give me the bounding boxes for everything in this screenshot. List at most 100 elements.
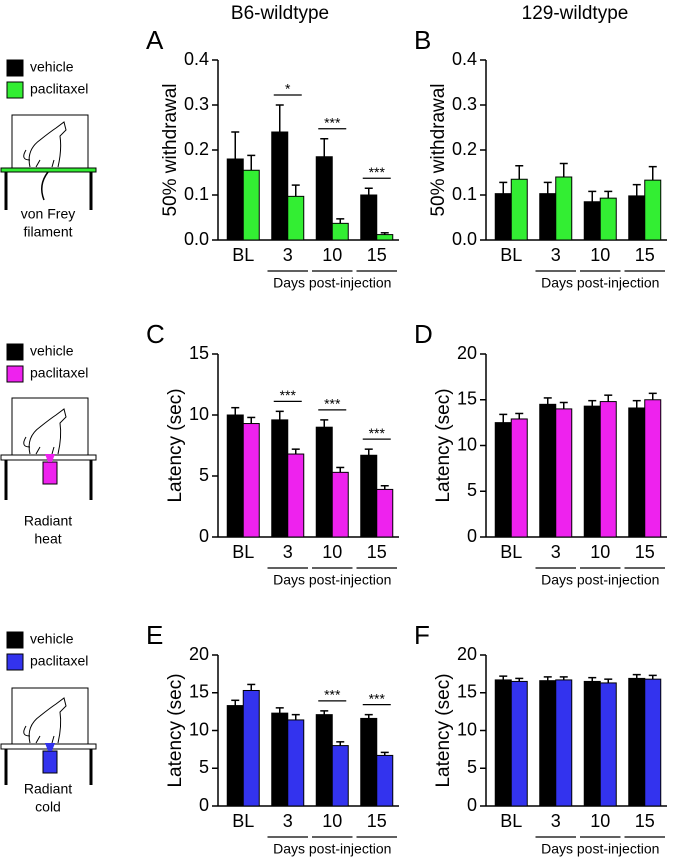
bar (315, 426, 333, 538)
stimulus-label: filament (23, 224, 72, 240)
x-tick-label: 3 (551, 542, 561, 562)
y-tick-label: 15 (457, 389, 477, 409)
x-tick-label: 15 (635, 811, 655, 831)
y-axis-label: Latency (sec) (433, 673, 454, 787)
bar (583, 201, 601, 241)
x-tick-label: 3 (551, 245, 561, 265)
bar (494, 679, 512, 807)
bar (315, 156, 333, 241)
legend-swatch (6, 631, 24, 649)
x-tick-label: 10 (590, 245, 610, 265)
y-tick-label: 0 (199, 526, 209, 546)
x-axis-label: Days post-injection (541, 572, 659, 588)
panel-label: E (146, 620, 163, 650)
y-axis-label: Latency (sec) (165, 673, 186, 787)
y-tick-label: 0.3 (184, 94, 209, 114)
legend-label: paclitaxel (30, 81, 88, 97)
bar (331, 745, 349, 807)
bar (539, 193, 557, 241)
panel-label: B (414, 25, 431, 55)
y-tick-label: 5 (199, 757, 209, 777)
significance-label: *** (324, 114, 341, 130)
bar (628, 195, 646, 241)
y-tick-label: 0.2 (452, 139, 477, 159)
y-tick-label: 5 (467, 757, 477, 777)
y-tick-label: 0.2 (184, 139, 209, 159)
bar (271, 419, 289, 538)
x-axis-label: Days post-injection (541, 841, 659, 857)
stimulus-label: heat (34, 531, 61, 547)
bar (226, 414, 244, 538)
enclosure (11, 114, 89, 171)
legend-label: vehicle (30, 59, 74, 75)
y-tick-label: 0.1 (184, 184, 209, 204)
x-tick-label: 10 (590, 542, 610, 562)
y-tick-label: 15 (189, 682, 209, 702)
significance-label: *** (324, 396, 341, 412)
x-tick-label: BL (500, 542, 522, 562)
legend-label: paclitaxel (30, 365, 88, 381)
von-frey-diagram (0, 114, 97, 210)
bar (644, 399, 662, 538)
bar (539, 403, 557, 538)
x-tick-label: 10 (590, 811, 610, 831)
bar (271, 712, 289, 807)
y-tick-label: 15 (457, 682, 477, 702)
bar (494, 422, 512, 538)
bar (555, 679, 573, 807)
bar (226, 158, 244, 241)
column-title: 129-wildtype (522, 3, 629, 24)
x-tick-label: 3 (551, 811, 561, 831)
significance-label: *** (369, 690, 386, 706)
bar (360, 717, 378, 807)
y-tick-label: 0.0 (452, 229, 477, 249)
x-tick-label: 15 (635, 245, 655, 265)
mouse (23, 408, 67, 455)
x-tick-label: 15 (367, 811, 387, 831)
enclosure (11, 687, 89, 745)
mesh-platform (0, 167, 97, 173)
y-axis-label: Latency (sec) (165, 388, 186, 502)
bar (628, 407, 646, 538)
bar (360, 194, 378, 241)
bar (287, 453, 305, 538)
bar (628, 677, 646, 807)
x-axis-label: Days post-injection (541, 275, 659, 291)
significance-label: *** (369, 164, 386, 180)
y-axis-label: 50% withdrawal (160, 83, 181, 216)
y-tick-label: 0 (467, 795, 477, 815)
y-tick-label: 20 (189, 644, 209, 664)
legend-swatch (6, 59, 24, 77)
y-tick-label: 15 (189, 343, 209, 363)
bar (599, 682, 617, 807)
radiant-heat-diagram (0, 397, 97, 500)
bar (599, 197, 617, 241)
y-axis-label: 50% withdrawal (428, 83, 449, 216)
y-tick-label: 10 (189, 404, 209, 424)
y-tick-label: 5 (467, 480, 477, 500)
legend-swatch (6, 343, 24, 361)
stimulus-label: cold (35, 799, 61, 815)
panel-label: C (146, 319, 165, 349)
x-axis-label: Days post-injection (273, 572, 391, 588)
significance-label: *** (324, 687, 341, 703)
y-tick-label: 0.0 (184, 229, 209, 249)
x-axis-label: Days post-injection (273, 841, 391, 857)
x-tick-label: BL (232, 542, 254, 562)
cold-probe (45, 743, 55, 751)
y-tick-label: 0.4 (452, 49, 477, 69)
y-tick-label: 0 (467, 526, 477, 546)
bar (271, 131, 289, 241)
bar (539, 680, 557, 807)
y-tick-label: 10 (457, 719, 477, 739)
stimulus-label: Radiant (24, 513, 72, 529)
bar (360, 454, 378, 538)
x-tick-label: BL (232, 245, 254, 265)
x-tick-label: 15 (367, 245, 387, 265)
legend-label: paclitaxel (30, 653, 88, 669)
x-tick-label: BL (500, 245, 522, 265)
bar (287, 719, 305, 807)
bar (376, 234, 394, 241)
y-tick-label: 0 (199, 795, 209, 815)
